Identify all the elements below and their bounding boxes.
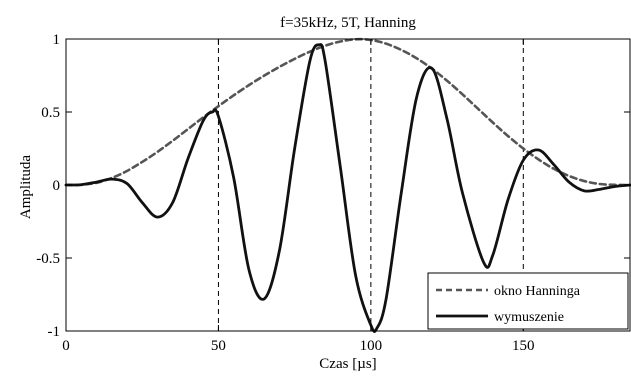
legend-box (427, 272, 629, 330)
y-tick-label: -0.5 (36, 251, 60, 267)
series-line-wymuszenie (64, 43, 631, 333)
y-tick-label: 0.5 (41, 105, 60, 121)
tick-layer: 0 50 100 150 -1 -0.5 0 0.5 1 (36, 32, 630, 354)
x-tick-label: 50 (211, 338, 226, 354)
x-tick-label: 100 (360, 338, 383, 354)
x-tick-label: 0 (62, 338, 70, 354)
y-tick-label: 0 (53, 178, 61, 194)
x-axis-label: Czas [µs] (319, 356, 376, 372)
chart-title: f=35kHz, 5T, Hanning (280, 15, 416, 31)
legend-label-wymuszenie: wymuszenie (494, 310, 564, 325)
y-axis-label: Amplituda (18, 155, 34, 220)
legend-label-okno-hanninga: okno Hanninga (494, 284, 581, 299)
legend: okno Hanninga wymuszenie (427, 272, 629, 330)
x-tick-label: 150 (512, 338, 535, 354)
series-layer (64, 37, 631, 333)
y-tick-label: -1 (48, 324, 61, 340)
y-tick-label: 1 (53, 32, 61, 48)
series-line-okno-hanninga (64, 37, 631, 187)
